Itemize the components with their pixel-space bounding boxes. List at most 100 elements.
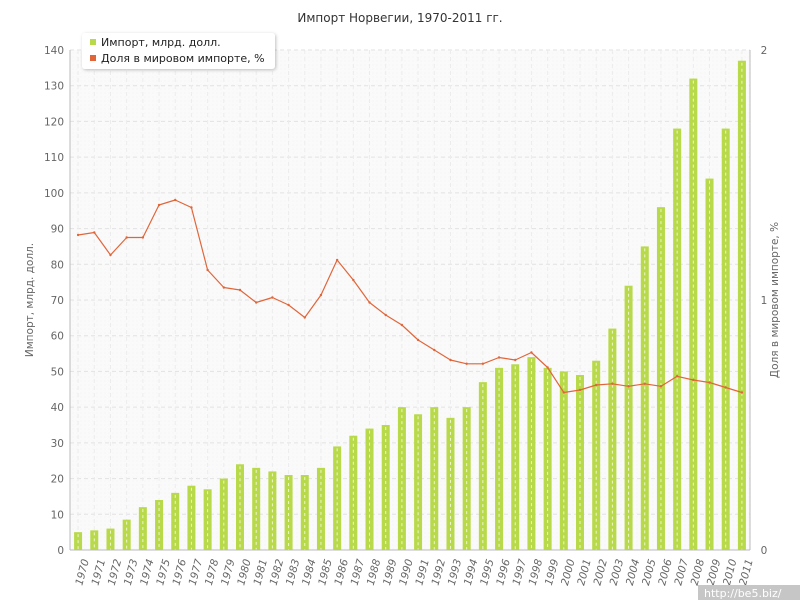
bar[interactable]	[640, 246, 649, 550]
bar[interactable]	[155, 500, 164, 550]
bar[interactable]	[219, 478, 228, 550]
line-point[interactable]	[125, 236, 128, 239]
x-tick-label: 2011	[737, 558, 756, 587]
bar[interactable]	[365, 428, 374, 550]
legend[interactable]: Импорт, млрд. долл. Доля в мировом импор…	[82, 33, 275, 69]
bar[interactable]	[446, 417, 455, 550]
line-point[interactable]	[740, 391, 744, 394]
right-axis-ticks: 0 1 2	[761, 45, 768, 557]
line-point[interactable]	[384, 313, 387, 317]
line-point[interactable]	[708, 381, 711, 384]
watermark-text: http://be5.biz/	[704, 587, 782, 600]
watermark[interactable]: http://be5.biz/	[698, 585, 800, 600]
line-point[interactable]	[659, 385, 663, 388]
line-point[interactable]	[335, 258, 339, 262]
bar[interactable]	[721, 128, 730, 551]
left-tick-label: 30	[51, 438, 64, 450]
line-point[interactable]	[238, 288, 242, 292]
right-tick-label: 0	[761, 545, 768, 557]
legend-marker-import	[90, 39, 96, 45]
bar[interactable]	[705, 178, 714, 551]
line-point[interactable]	[157, 203, 161, 207]
left-tick-label: 90	[51, 224, 64, 236]
line-point[interactable]	[190, 206, 193, 209]
line-point[interactable]	[174, 198, 177, 202]
legend-box	[82, 33, 275, 69]
line-point[interactable]	[675, 375, 679, 378]
line-point[interactable]	[93, 231, 96, 234]
line-point[interactable]	[497, 356, 501, 359]
line-point[interactable]	[643, 382, 646, 385]
line-point[interactable]	[465, 362, 468, 365]
bar[interactable]	[673, 128, 682, 551]
left-tick-label: 60	[51, 331, 64, 343]
watermark-bg	[698, 585, 800, 600]
line-point[interactable]	[692, 378, 695, 382]
bar[interactable]	[203, 489, 212, 550]
line-point[interactable]	[141, 236, 145, 239]
right-tick-label: 1	[761, 295, 768, 307]
line-point[interactable]	[433, 348, 436, 352]
bar[interactable]	[236, 464, 244, 550]
bar[interactable]	[689, 78, 698, 551]
line-point[interactable]	[416, 338, 420, 342]
line-point[interactable]	[352, 278, 355, 282]
line-point[interactable]	[449, 358, 452, 362]
line-point[interactable]	[319, 293, 323, 297]
bar-series	[74, 60, 746, 551]
bar[interactable]	[462, 407, 471, 550]
bar[interactable]	[316, 467, 325, 550]
line-point[interactable]	[222, 286, 226, 289]
line-point[interactable]	[611, 382, 614, 385]
bar[interactable]	[559, 371, 568, 550]
bar[interactable]	[543, 367, 552, 550]
line-point[interactable]	[368, 301, 371, 304]
bar[interactable]	[397, 407, 406, 550]
bar[interactable]	[478, 382, 487, 550]
bar[interactable]	[430, 407, 439, 550]
line-point[interactable]	[724, 386, 727, 389]
left-axis-ticks: 0 10 20 30 40 50 60 70 80 90 100 110 120 130 140	[44, 45, 64, 557]
line-point[interactable]	[254, 301, 258, 304]
line-point[interactable]	[530, 351, 533, 354]
line-point[interactable]	[271, 296, 274, 299]
line-point[interactable]	[546, 366, 549, 369]
legend-label-import: Импорт, млрд. долл.	[101, 36, 221, 49]
legend-label-share: Доля в мировом импорте, %	[101, 52, 265, 65]
line-point[interactable]	[627, 385, 630, 388]
share-line[interactable]	[78, 199, 743, 394]
line-point[interactable]	[206, 268, 209, 272]
line-point[interactable]	[76, 233, 80, 237]
left-axis-label: Импорт, млрд. долл.	[24, 243, 36, 357]
left-tick-label: 110	[44, 152, 64, 164]
line-point[interactable]	[562, 391, 566, 394]
bar[interactable]	[414, 414, 423, 550]
bar[interactable]	[495, 367, 504, 550]
left-tick-label: 70	[51, 295, 64, 307]
right-axis-label: Доля в мировом импорте, %	[769, 222, 781, 378]
legend-marker-share	[90, 55, 96, 61]
line-point[interactable]	[303, 316, 306, 319]
left-tick-label: 80	[51, 259, 64, 271]
line-point[interactable]	[594, 383, 598, 387]
left-tick-label: 50	[51, 366, 64, 378]
line-point[interactable]	[109, 253, 112, 257]
bar[interactable]	[527, 357, 536, 550]
bar[interactable]	[252, 467, 261, 550]
left-tick-label: 20	[51, 474, 64, 486]
line-point[interactable]	[578, 388, 582, 392]
line-point[interactable]	[400, 323, 404, 327]
bar[interactable]	[624, 285, 633, 550]
line-point[interactable]	[287, 303, 290, 307]
bar[interactable]	[284, 475, 293, 550]
line-point[interactable]	[514, 358, 517, 362]
left-tick-label: 100	[44, 188, 64, 200]
bar[interactable]	[300, 475, 309, 550]
right-tick-label: 2	[761, 45, 768, 57]
left-tick-label: 0	[57, 545, 64, 557]
x-axis-ticks: 1970197119721973197419751976197719781979…	[73, 558, 755, 587]
left-tick-label: 120	[44, 116, 64, 128]
line-series	[76, 198, 744, 394]
line-point[interactable]	[481, 362, 485, 365]
